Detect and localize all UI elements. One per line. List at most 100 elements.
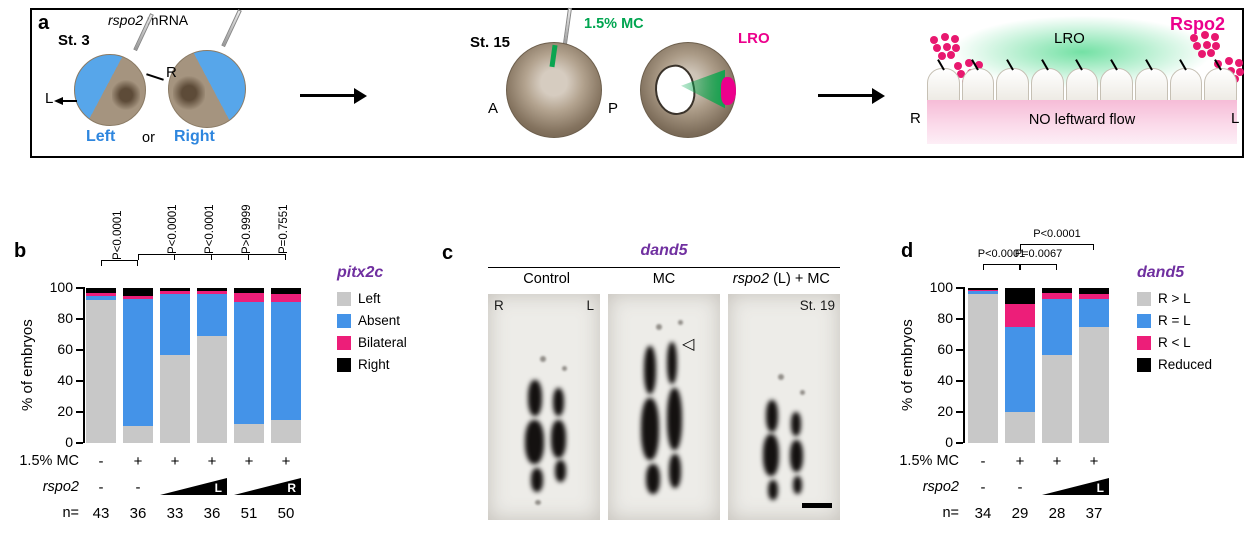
y-tick-mark xyxy=(956,380,963,382)
condition-row-label: 1.5% MC xyxy=(19,453,79,469)
r-marker: R xyxy=(166,64,177,81)
pvalue-bracket xyxy=(1020,264,1057,270)
stain-blob xyxy=(531,468,543,492)
legend-label: R > L xyxy=(1158,291,1191,306)
y-tick-label: 100 xyxy=(49,279,73,295)
speckle xyxy=(535,500,541,505)
injection-needle-icon xyxy=(562,7,572,48)
legend-label: Right xyxy=(358,357,390,372)
speckle xyxy=(562,366,567,371)
bar-segment xyxy=(1005,303,1035,327)
bar-segment xyxy=(271,294,301,302)
bar-segment xyxy=(197,291,227,295)
bar-segment xyxy=(271,288,301,295)
stain-blob xyxy=(641,398,659,460)
dose-ramp-icon: L xyxy=(1042,478,1109,495)
stain-blob xyxy=(555,460,566,482)
bar-segment xyxy=(86,292,116,296)
bar-segment xyxy=(1042,354,1072,443)
y-tick-label: 40 xyxy=(937,372,953,388)
column-labels: Control MC rspo2 (L) + MC xyxy=(488,271,840,287)
bar-segment xyxy=(1079,298,1109,327)
dand5-title: dand5 xyxy=(488,242,840,260)
bar-segment xyxy=(160,354,190,443)
rspo2-gene: rspo2 xyxy=(732,271,770,287)
panel-a-label: a xyxy=(38,12,50,34)
y-tick-label: 80 xyxy=(57,310,73,326)
condition-row-label: 1.5% MC xyxy=(899,453,959,469)
condition-value: - xyxy=(98,479,104,496)
stain-blob xyxy=(791,412,801,436)
stain-blob xyxy=(763,434,779,476)
bar-segment xyxy=(123,288,153,296)
r-marker: R xyxy=(494,298,504,313)
legend-swatch xyxy=(337,313,351,328)
bar-segment xyxy=(968,288,998,290)
legend-swatch xyxy=(1137,313,1151,328)
legend-item: Reduced xyxy=(1137,357,1212,372)
left-arrow-icon xyxy=(54,97,77,105)
stain-blob xyxy=(793,476,802,494)
lro-cell xyxy=(961,59,995,104)
bar-segment xyxy=(234,424,264,443)
bar-segment xyxy=(86,300,116,443)
legend-item: Bilateral xyxy=(337,335,407,350)
stain-blob xyxy=(525,420,544,464)
stain-blob xyxy=(646,464,660,494)
lro-cell xyxy=(1169,59,1203,104)
flow-arrow-icon xyxy=(300,87,367,104)
embryo-right-injection xyxy=(168,50,246,128)
bar-segment xyxy=(197,294,227,337)
rspo2-protein-cluster-icon xyxy=(1190,34,1198,42)
bar-segment xyxy=(1005,326,1035,412)
no-flow-text: NO leftward flow xyxy=(1028,112,1136,128)
header-rule xyxy=(488,267,840,268)
dose-ramp-letter: L xyxy=(1096,481,1104,495)
pigment-patch xyxy=(173,75,205,111)
legend-label: Reduced xyxy=(1158,357,1213,372)
column-label-control: Control xyxy=(523,271,571,287)
bar-segment xyxy=(1079,294,1109,299)
condition-value: 28 xyxy=(1048,505,1066,522)
lro-cell xyxy=(996,59,1030,104)
condition-suffix: (L) + MC xyxy=(769,271,830,287)
bar-segment xyxy=(1042,288,1072,293)
embryo-left-injection xyxy=(74,54,146,126)
stain-blob xyxy=(669,454,681,488)
condition-value: + xyxy=(1089,453,1099,470)
pvalue-bracket xyxy=(101,260,138,266)
pigment-patch xyxy=(112,79,140,111)
rspo2-mrna-label: rspo2 mRNA xyxy=(108,12,188,28)
bar-segment xyxy=(160,291,190,295)
right-side-marker: R xyxy=(910,110,921,127)
dose-ramp-letter: R xyxy=(287,481,296,495)
condition-value: 51 xyxy=(240,505,258,522)
scale-bar xyxy=(802,503,832,508)
condition-value: + xyxy=(170,453,180,470)
dand5-stacked-bar-chart: % of embryos 0 20 40 60 80 100 1.5% MC - + + + rspo2… xyxy=(899,228,1212,522)
legend: pitx2c Left Absent Bilateral Right xyxy=(337,264,407,379)
bar-segment xyxy=(86,295,116,301)
condition-value: 37 xyxy=(1085,505,1103,522)
pitx2c-stacked-bar-chart: % of embryos 0 20 40 60 80 100 1.5% MC - + + + + + rsp… xyxy=(19,204,407,522)
pvalue-label: P<0.0001 xyxy=(111,210,124,260)
pvalue-label: P<0.0001 xyxy=(167,204,179,254)
mc-label: 1.5% MC xyxy=(584,16,644,32)
bar-segment xyxy=(968,294,998,443)
condition-value: - xyxy=(980,453,986,470)
column-label-mc: MC xyxy=(652,271,676,287)
stain-blob xyxy=(551,420,566,458)
y-tick-mark xyxy=(956,318,963,320)
stain-blob xyxy=(790,440,803,472)
bar-segment xyxy=(1042,292,1072,299)
bar-segment xyxy=(160,294,190,355)
lro-cell xyxy=(927,59,960,104)
condition-value: 36 xyxy=(203,505,221,522)
pvalue-bracket xyxy=(138,254,286,260)
lro-cell xyxy=(1065,59,1099,104)
dand5-gene: dand5 xyxy=(640,242,688,259)
speckle xyxy=(778,374,784,380)
bar-segment xyxy=(160,288,190,292)
insitu-image-rspo2-mc: St. 19 xyxy=(728,294,840,520)
